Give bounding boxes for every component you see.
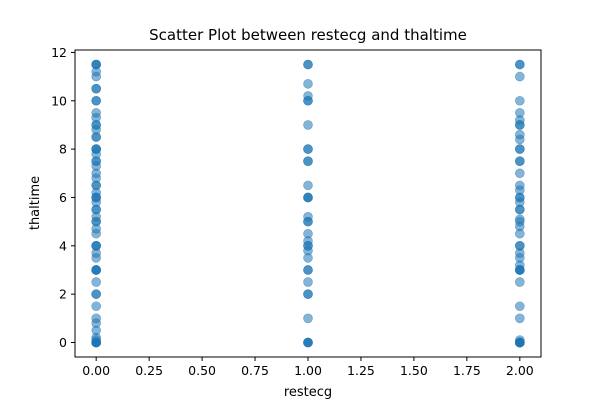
scatter-point: [91, 71, 101, 82]
x-tick-label: 0.25: [135, 363, 163, 378]
scatter-point: [91, 132, 101, 142]
axes-layer: 0.00 0.25 0.50 0.75 1.00 1.25 1.50 1.75 2.00 0 2 4 6…: [51, 45, 542, 378]
scatter-point: [515, 95, 525, 106]
y-tick-label: 2: [59, 287, 67, 302]
scatter-point: [303, 95, 313, 106]
scatter-point: [303, 253, 313, 263]
scatter-point: [91, 301, 101, 312]
x-tick-label: 1.25: [347, 363, 375, 378]
scatter-point: [515, 228, 525, 239]
x-tick-label: 1.00: [294, 363, 322, 378]
scatter-point: [91, 265, 101, 275]
x-tick-label: 1.50: [400, 363, 428, 378]
scatter-point: [303, 337, 313, 348]
x-tick-label: 0.50: [188, 363, 216, 378]
scatter-point: [303, 192, 313, 203]
scatter-point: [91, 95, 101, 106]
scatter-point: [515, 265, 525, 275]
scatter-point: [91, 277, 101, 287]
scatter-point: [303, 120, 313, 130]
y-tick-label: 4: [59, 238, 67, 253]
x-tick-label: 1.75: [453, 363, 481, 378]
y-tick-label: 12: [51, 45, 67, 60]
scatter-point: [303, 79, 313, 89]
x-tick-label: 2.00: [506, 363, 534, 378]
x-tick-label: 0.75: [241, 363, 269, 378]
scatter-point: [303, 59, 313, 70]
scatter-point: [91, 228, 101, 239]
scatter-point: [515, 120, 525, 130]
scatter-point: [515, 71, 525, 82]
scatter-point: [515, 144, 525, 154]
y-tick-label: 0: [59, 335, 67, 350]
scatter-point: [303, 144, 313, 154]
scatter-point: [91, 289, 101, 299]
scatter-point: [303, 156, 313, 166]
scatter-point: [515, 313, 525, 324]
scatter-point: [303, 289, 313, 299]
scatter-point: [515, 277, 525, 287]
y-tick-label: 8: [59, 142, 67, 157]
scatter-point: [303, 313, 313, 324]
scatter-point: [303, 265, 313, 275]
scatter-point: [91, 83, 101, 94]
scatter-point: [515, 337, 525, 348]
scatter-point: [303, 216, 313, 227]
scatter-point: [303, 277, 313, 287]
x-tick-label: 0.00: [82, 363, 110, 378]
scatter-point: [515, 301, 525, 312]
scatter-point: [91, 337, 101, 348]
scatter-point: [515, 134, 525, 145]
scatter-point: [515, 168, 525, 179]
scatter-point: [515, 156, 525, 166]
chart-title: Scatter Plot between restecg and thaltim…: [149, 26, 467, 44]
scatter-point: [91, 253, 101, 263]
scatter-point: [515, 59, 525, 70]
x-axis-label: restecg: [284, 385, 332, 400]
y-tick-label: 10: [51, 93, 67, 108]
points-layer: [91, 59, 525, 348]
scatter-point: [515, 204, 525, 215]
y-tick-label: 6: [59, 190, 67, 205]
y-axis-label: thaltime: [28, 176, 43, 230]
scatter-point: [303, 180, 313, 191]
